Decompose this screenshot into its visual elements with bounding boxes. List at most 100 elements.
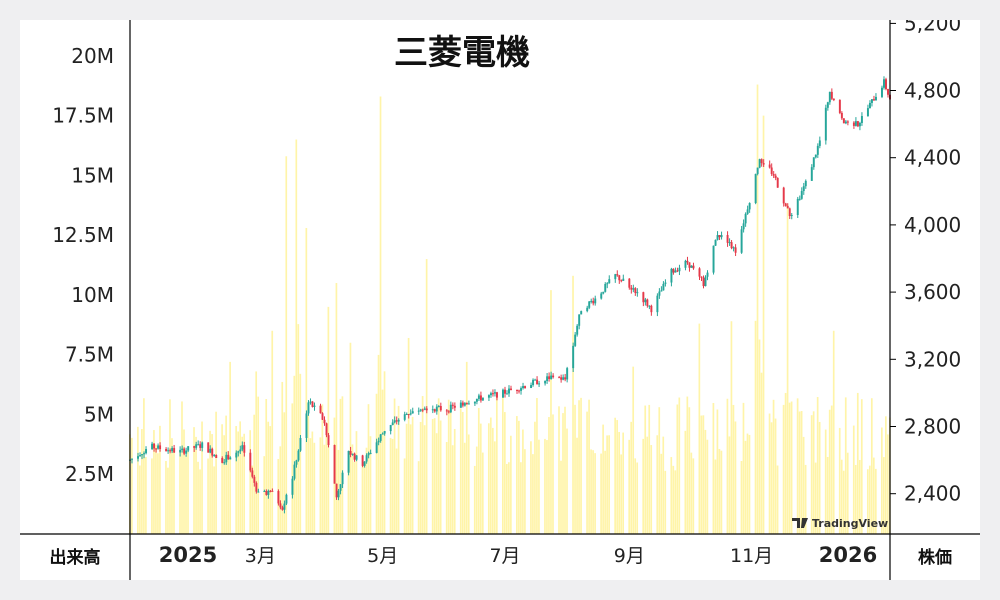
- volume-bar: [421, 396, 424, 534]
- candle-body: [335, 483, 338, 498]
- candle-body: [281, 507, 284, 510]
- volume-bar: [153, 430, 155, 534]
- candle-body: [341, 472, 344, 485]
- candle-body: [690, 265, 693, 268]
- volume-bar: [451, 445, 454, 534]
- volume-bar: [646, 436, 649, 534]
- volume-bar: [686, 396, 689, 534]
- candle-body: [389, 424, 392, 432]
- volume-bar: [650, 445, 653, 534]
- volume-bar: [548, 417, 550, 534]
- candle-body: [566, 368, 569, 380]
- candle-body: [187, 446, 190, 451]
- candle-body: [283, 503, 286, 510]
- volume-bar: [263, 456, 266, 534]
- candle-body: [365, 455, 368, 462]
- volume-bar: [297, 324, 300, 534]
- candle-body: [243, 445, 246, 453]
- candle-body: [774, 175, 777, 178]
- candle-body: [684, 260, 687, 268]
- candle-body: [660, 290, 663, 292]
- volume-bar: [558, 406, 560, 534]
- volume-bar: [774, 418, 777, 534]
- volume-bar: [758, 339, 761, 534]
- candle-body: [704, 276, 707, 287]
- volume-bar: [433, 418, 436, 534]
- candle-body: [608, 279, 611, 284]
- candle-body: [449, 404, 452, 413]
- volume-bar: [602, 424, 604, 534]
- candle-body: [558, 377, 561, 379]
- volume-tick-label: 20M: [71, 44, 114, 68]
- candle-body: [546, 376, 549, 382]
- chart-frame: 2.5M 5M 7.5M 10M 12.5M 15M 17.5M 20M 2,400 2,800…: [20, 20, 980, 580]
- candle-body: [562, 377, 565, 380]
- volume-bar: [798, 411, 801, 534]
- volume-bar: [265, 398, 268, 534]
- volume-bar: [269, 426, 272, 534]
- volume-bar: [353, 462, 356, 534]
- candle-body: [620, 280, 623, 282]
- candle-body: [171, 448, 174, 452]
- candle-body: [405, 414, 408, 416]
- candle-body: [600, 293, 603, 299]
- candle-body: [383, 431, 386, 434]
- volume-bar: [786, 204, 789, 534]
- candle-body: [199, 444, 202, 448]
- volume-bar: [213, 466, 215, 534]
- candle-body: [211, 448, 214, 456]
- candle-body: [183, 448, 186, 454]
- candle-body: [151, 443, 154, 450]
- volume-bar: [866, 469, 869, 534]
- volume-bar: [293, 375, 296, 534]
- candle-body: [858, 122, 861, 127]
- candle-body: [169, 450, 172, 452]
- candle-body: [776, 178, 779, 188]
- volume-bar: [692, 458, 695, 534]
- volume-bar: [237, 431, 239, 534]
- candle-body: [550, 375, 553, 379]
- volume-bar: [796, 398, 799, 534]
- volume-bar: [305, 227, 308, 535]
- volume-bar: [586, 411, 588, 534]
- candle-body: [504, 389, 506, 394]
- candle-body: [686, 260, 689, 263]
- candle-body: [548, 376, 551, 379]
- candle-body: [692, 265, 695, 269]
- volume-bar: [536, 398, 538, 534]
- chart: 2.5M 5M 7.5M 10M 12.5M 15M 17.5M 20M 2,400 2,800…: [20, 20, 980, 580]
- candle-body: [756, 167, 759, 174]
- volume-bar: [173, 451, 175, 534]
- volume-bar: [804, 464, 807, 534]
- candle-body: [814, 154, 817, 158]
- volume-bar: [636, 462, 639, 534]
- candle-body: [870, 99, 873, 103]
- candle-body: [564, 377, 567, 380]
- volume-bar: [361, 465, 364, 534]
- candle-body: [508, 388, 510, 394]
- candle-body: [678, 267, 681, 272]
- candle-body: [465, 403, 468, 405]
- candle-body: [572, 345, 575, 369]
- candle-body: [885, 79, 887, 90]
- candle-body: [173, 448, 176, 453]
- candle-body: [832, 98, 835, 100]
- candle-body: [487, 395, 490, 398]
- volume-bar: [445, 442, 448, 534]
- candle-body: [311, 401, 314, 407]
- candle-body: [762, 163, 765, 165]
- volume-bar: [532, 454, 534, 534]
- volume-bar: [407, 337, 410, 534]
- candle-body: [670, 268, 673, 283]
- chart-title: 三菱電機: [394, 33, 530, 73]
- volume-bar: [868, 465, 871, 534]
- volume-bar: [487, 423, 490, 534]
- volume-bar: [712, 402, 715, 534]
- volume-bar: [267, 421, 270, 534]
- volume-bar: [520, 462, 522, 534]
- candle-body: [137, 456, 139, 459]
- candle-body: [153, 443, 156, 449]
- candle-body: [700, 276, 703, 278]
- volume-bar: [700, 415, 703, 534]
- volume-bar: [151, 458, 153, 534]
